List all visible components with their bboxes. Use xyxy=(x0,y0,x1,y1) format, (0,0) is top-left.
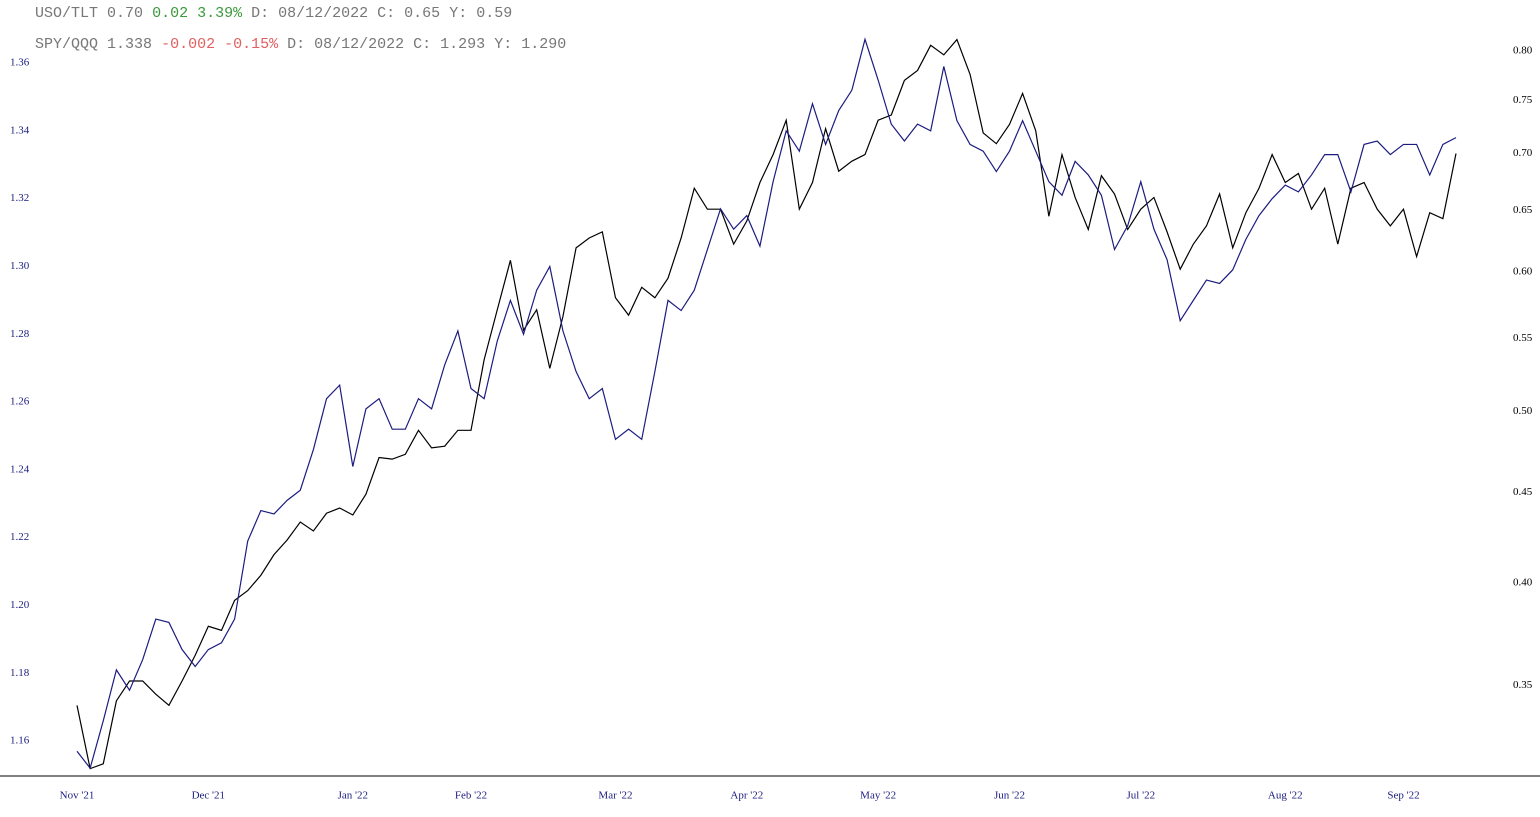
y2-tick-label: 0.80 xyxy=(1513,45,1533,57)
header-field: -0.15% xyxy=(224,36,279,53)
header-field: 0.02 xyxy=(152,5,188,22)
x-tick-label: Jan '22 xyxy=(338,790,368,802)
x-tick-label: Jun '22 xyxy=(994,790,1025,802)
x-tick-label: May '22 xyxy=(860,790,896,802)
y2-tick-label: 0.35 xyxy=(1513,679,1533,691)
x-tick-label: Feb '22 xyxy=(455,790,487,802)
y-tick-label: 1.18 xyxy=(10,667,30,679)
y2-tick-label: 0.40 xyxy=(1513,576,1533,588)
y-tick-label: 1.16 xyxy=(10,735,30,747)
y-tick-label: 1.36 xyxy=(10,57,30,69)
x-tick-label: Dec '21 xyxy=(192,790,225,802)
x-tick-label: Mar '22 xyxy=(598,790,632,802)
y2-tick-label: 0.55 xyxy=(1513,332,1533,344)
x-tick-label: Apr '22 xyxy=(730,790,763,802)
series-name: USO/TLT xyxy=(35,5,98,22)
header-field: 1.338 xyxy=(107,36,152,53)
header-field: D: 08/12/2022 xyxy=(287,36,404,53)
y-tick-label: 1.22 xyxy=(10,531,29,543)
series-name: SPY/QQQ xyxy=(35,36,98,53)
series-line xyxy=(76,38,1457,770)
y-tick-label: 1.26 xyxy=(10,396,30,408)
y-tick-label: 1.32 xyxy=(10,192,29,204)
y2-tick-label: 0.60 xyxy=(1513,265,1533,277)
header-field: Y: 1.290 xyxy=(494,36,566,53)
x-tick-label: Jul '22 xyxy=(1127,790,1156,802)
header-field: C: 1.293 xyxy=(413,36,485,53)
y-tick-label: 1.30 xyxy=(10,260,30,272)
legend-header: USO/TLT 0.70 0.02 3.39% D: 08/12/2022 C:… xyxy=(35,5,512,22)
x-tick-label: Aug '22 xyxy=(1268,790,1303,802)
header-field: D: 08/12/2022 xyxy=(251,5,368,22)
x-tick-label: Nov '21 xyxy=(60,790,95,802)
y-tick-label: 1.20 xyxy=(10,599,30,611)
y2-tick-label: 0.45 xyxy=(1513,486,1533,498)
y-tick-label: 1.24 xyxy=(10,463,30,475)
y-tick-label: 1.28 xyxy=(10,328,30,340)
header-field: Y: 0.59 xyxy=(449,5,512,22)
y2-tick-label: 0.50 xyxy=(1513,405,1533,417)
header-field: 0.70 xyxy=(107,5,143,22)
series-line xyxy=(76,37,1457,770)
header-field: -0.002 xyxy=(161,36,215,53)
y2-tick-label: 0.75 xyxy=(1513,94,1533,106)
legend-header: SPY/QQQ 1.338 -0.002 -0.15% D: 08/12/202… xyxy=(35,36,566,53)
y2-tick-label: 0.65 xyxy=(1513,204,1533,216)
header-field: C: 0.65 xyxy=(377,5,440,22)
x-tick-label: Sep '22 xyxy=(1387,790,1419,802)
header-field: 3.39% xyxy=(197,5,243,22)
y-tick-label: 1.34 xyxy=(10,124,30,136)
y2-tick-label: 0.70 xyxy=(1513,147,1533,159)
